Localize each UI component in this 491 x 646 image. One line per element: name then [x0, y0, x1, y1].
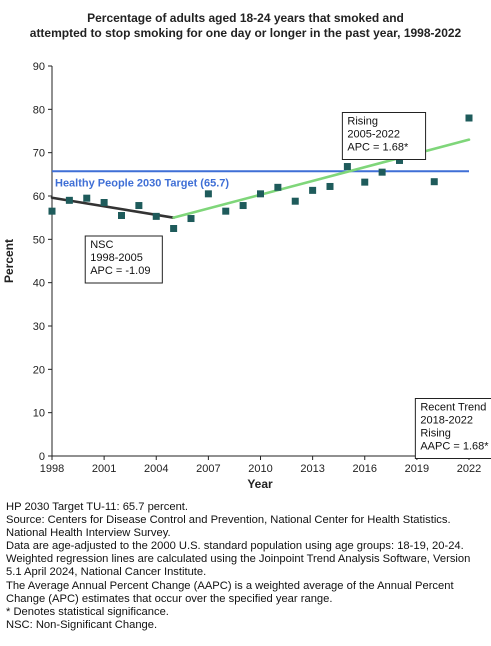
data-point — [135, 202, 143, 210]
target-line-group: Healthy People 2030 Target (65.7) — [52, 170, 469, 189]
y-tick-label: 90 — [33, 61, 45, 73]
data-point — [326, 182, 334, 190]
annotation-text: 2018-2022 — [420, 415, 473, 427]
footnotes: HP 2030 Target TU-11: 65.7 percent. Sourc… — [6, 501, 488, 632]
x-axis-label: Year — [247, 477, 273, 491]
data-point — [187, 215, 195, 223]
x-tick-label: 2004 — [144, 463, 168, 475]
annotation-text: AAPC = 1.68* — [420, 441, 489, 453]
data-point — [118, 212, 125, 219]
footnote-line: The Average Annual Percent Change (AAPC)… — [6, 579, 454, 605]
data-point — [204, 190, 212, 198]
annotation-box — [341, 112, 427, 160]
data-point — [152, 212, 160, 220]
footnote-line: Weighted regression lines are calculated… — [6, 553, 471, 579]
data-point — [170, 225, 178, 232]
footnote-line: NSC: Non-Significant Change. — [6, 618, 158, 631]
chart-title: Percentage of adults aged 18-24 years th… — [0, 11, 491, 41]
x-axis-ticks: 1998 2001 2004 2007 2010 2013 2016 2019 2022 — [40, 456, 481, 475]
x-tick-label: 2019 — [405, 463, 429, 475]
y-tick-label: 70 — [33, 148, 45, 160]
data-point — [222, 207, 230, 215]
data-point — [100, 199, 108, 206]
data-point — [48, 207, 56, 215]
annotation-box — [414, 398, 491, 459]
y-tick-label: 10 — [33, 408, 45, 420]
footnote-line: Data are age-adjusted to the 2000 U.S. s… — [6, 540, 464, 553]
x-tick-label: 2016 — [353, 463, 377, 475]
chart-title-line-1: Percentage of adults aged 18-24 years th… — [87, 11, 404, 25]
y-axis-label: Percent — [2, 239, 16, 283]
chart-title-line-2: attempted to stop smoking for one day or… — [29, 26, 462, 40]
y-tick-label: 30 — [33, 321, 45, 333]
annotation-text: Rising — [347, 116, 378, 128]
x-tick-label: 2010 — [248, 463, 272, 475]
data-point — [343, 163, 351, 171]
x-tick-label: 2022 — [457, 463, 481, 475]
data-point — [257, 190, 264, 198]
annotation-text: Recent Trend — [420, 402, 486, 414]
footnote-line: Source: Centers for Disease Control and … — [6, 514, 451, 540]
data-points — [48, 114, 473, 232]
annotation-text: 1998-2005 — [90, 252, 143, 264]
data-point — [274, 183, 282, 191]
y-tick-label: 20 — [33, 364, 45, 376]
annotation-text: Rising — [420, 428, 451, 440]
data-point — [83, 194, 91, 202]
x-tick-label: 2013 — [300, 463, 324, 475]
x-tick-label: 2007 — [196, 463, 220, 475]
data-point — [396, 156, 403, 164]
data-point — [378, 168, 386, 176]
y-tick-label: 60 — [33, 191, 45, 203]
annotation-text: NSC — [90, 239, 113, 251]
y-axis-ticks: 0 10 20 30 40 50 60 70 80 90 — [33, 61, 52, 463]
annotation-text: APC = -1.09 — [90, 265, 150, 277]
x-tick-label: 2001 — [92, 463, 116, 475]
y-tick-label: 50 — [33, 234, 45, 246]
annotation-text: APC = 1.68* — [347, 142, 409, 154]
data-point — [309, 186, 317, 194]
data-point — [291, 197, 299, 205]
annotation-text: 2005-2022 — [347, 129, 400, 141]
data-point — [465, 114, 473, 122]
data-point — [239, 202, 247, 210]
data-point — [430, 178, 438, 186]
y-tick-label: 40 — [33, 278, 45, 290]
data-point — [361, 178, 369, 186]
y-tick-label: 80 — [33, 104, 45, 116]
y-tick-label: 0 — [39, 451, 45, 463]
annotation-box — [84, 235, 163, 284]
data-point — [65, 196, 73, 204]
chart-svg: 1998 2001 2004 2007 2010 2013 2016 2019 2022 0 10… — [2, 61, 491, 491]
footnote-line: * Denotes statistical significance. — [6, 605, 169, 618]
footnote-line: HP 2030 Target TU-11: 65.7 percent. — [6, 501, 189, 513]
x-tick-label: 1998 — [40, 463, 64, 475]
target-label: Healthy People 2030 Target (65.7) — [55, 177, 229, 189]
